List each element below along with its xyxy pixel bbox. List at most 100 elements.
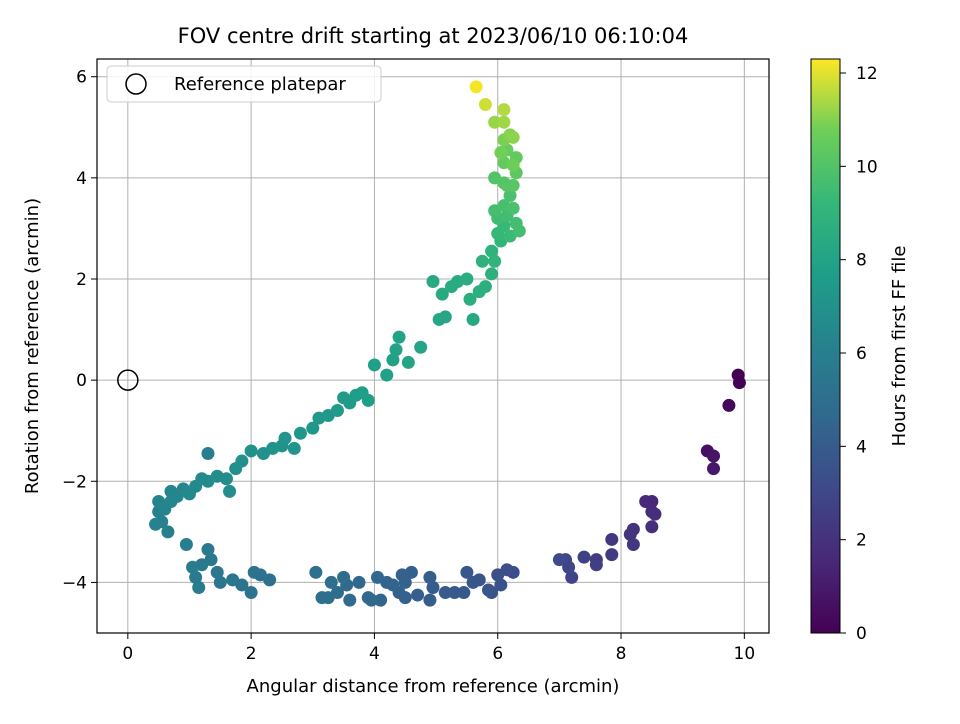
- data-point: [330, 403, 344, 417]
- data-point: [466, 575, 480, 589]
- legend-marker-ring: [125, 73, 147, 95]
- data-point: [293, 426, 307, 440]
- colorbar-label: Hours from first FF file: [889, 246, 910, 447]
- y-tick-label: 2: [76, 270, 87, 290]
- data-point: [343, 593, 357, 607]
- data-point: [478, 280, 492, 294]
- data-point: [626, 537, 640, 551]
- data-point: [469, 80, 483, 94]
- y-tick-label: 0: [76, 371, 87, 391]
- data-point: [361, 393, 375, 407]
- data-point: [645, 520, 659, 534]
- data-point: [324, 575, 338, 589]
- colorbar-ticks: 0 2 4 6 8 10 12: [840, 64, 878, 644]
- data-point: [478, 98, 492, 112]
- data-point: [278, 431, 292, 445]
- data-point: [414, 340, 428, 354]
- data-point: [337, 570, 351, 584]
- data-point: [395, 568, 409, 582]
- data-point: [438, 586, 452, 600]
- data-point: [210, 565, 224, 579]
- data-point: [213, 575, 227, 589]
- reference-platepar-point: [117, 369, 139, 391]
- data-point: [605, 532, 619, 546]
- data-point: [481, 583, 495, 597]
- data-point: [512, 224, 526, 238]
- y-tick-label: −4: [62, 573, 87, 593]
- data-point: [506, 201, 520, 215]
- y-tick-label: −2: [62, 472, 87, 492]
- x-tick-label: 4: [369, 644, 380, 664]
- data-point: [186, 560, 200, 574]
- legend-entry: Reference platepar: [174, 74, 346, 95]
- data-point: [438, 310, 452, 324]
- data-point: [219, 472, 233, 486]
- data-point: [565, 570, 579, 584]
- data-point: [435, 287, 449, 301]
- data-point: [309, 565, 323, 579]
- x-tick-label: 6: [492, 644, 503, 664]
- plot-frame: [96, 58, 770, 634]
- data-point: [244, 444, 258, 458]
- data-point: [463, 292, 477, 306]
- colorbar-gradient: [810, 58, 841, 634]
- data-point: [589, 558, 603, 572]
- data-point: [247, 565, 261, 579]
- data-point: [189, 570, 203, 584]
- data-point: [201, 446, 215, 460]
- data-point: [460, 565, 474, 579]
- data-point: [623, 527, 637, 541]
- data-point: [392, 330, 406, 344]
- data-point: [386, 353, 400, 367]
- data-points: [149, 80, 746, 607]
- data-point: [475, 254, 489, 268]
- data-point: [223, 484, 237, 498]
- data-point: [466, 312, 480, 326]
- data-point: [315, 591, 329, 605]
- y-axis-ticks: −4 −2 0 2 4 6: [62, 68, 97, 593]
- data-point: [485, 267, 499, 281]
- colorbar-tick-label: 10: [856, 157, 878, 177]
- data-point: [485, 244, 499, 258]
- data-point: [235, 454, 249, 468]
- data-point: [506, 158, 520, 172]
- y-axis-label: Rotation from reference (arcmin): [22, 198, 43, 494]
- data-point: [460, 272, 474, 286]
- data-point: [457, 586, 471, 600]
- x-axis-ticks: 0 2 4 6 8 10: [122, 633, 755, 664]
- data-point: [506, 130, 520, 144]
- data-point: [374, 593, 388, 607]
- data-point: [494, 146, 508, 160]
- data-point: [389, 343, 403, 357]
- x-axis-label: Angular distance from reference (arcmin): [247, 676, 620, 697]
- data-point: [497, 103, 511, 117]
- data-point: [371, 570, 385, 584]
- data-point: [732, 376, 746, 390]
- data-point: [448, 586, 462, 600]
- data-point: [352, 575, 366, 589]
- colorbar-tick-label: 12: [856, 64, 878, 84]
- data-point: [426, 275, 440, 289]
- data-point: [503, 189, 517, 203]
- grid-lines: [97, 59, 769, 633]
- data-point: [179, 537, 193, 551]
- data-point: [149, 517, 163, 531]
- data-point: [244, 586, 258, 600]
- colorbar: 0 2 4 6 8 10 12 Hours from first FF file: [810, 58, 910, 644]
- data-point: [722, 398, 736, 412]
- data-point: [707, 462, 721, 476]
- data-point: [192, 580, 206, 594]
- data-point: [497, 115, 511, 129]
- data-point: [411, 588, 425, 602]
- data-point: [161, 525, 175, 539]
- data-point: [361, 591, 375, 605]
- colorbar-tick-label: 2: [856, 531, 867, 551]
- data-point: [488, 254, 502, 268]
- data-point: [552, 553, 566, 567]
- data-point: [287, 441, 301, 455]
- data-point: [423, 570, 437, 584]
- data-point: [707, 449, 721, 463]
- data-point: [226, 573, 240, 587]
